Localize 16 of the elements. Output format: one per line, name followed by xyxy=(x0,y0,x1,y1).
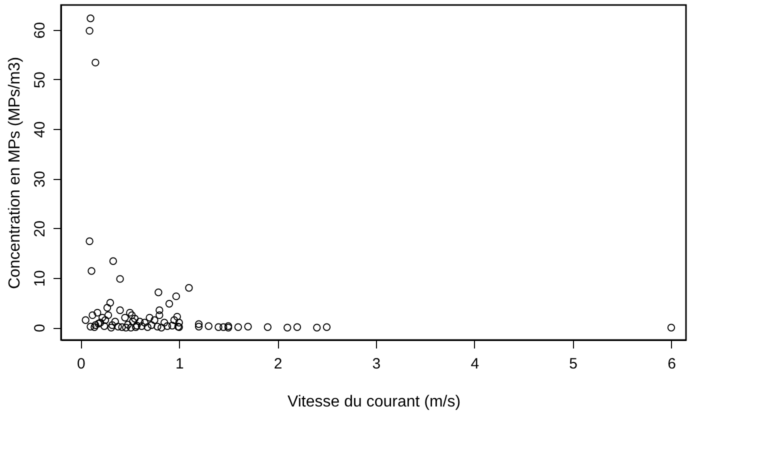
y-tick-label: 50 xyxy=(32,72,48,88)
y-tick-label: 60 xyxy=(32,22,48,39)
y-tick-label: 20 xyxy=(32,220,48,238)
x-tick-label: 6 xyxy=(668,356,676,372)
x-tick-label: 0 xyxy=(77,356,86,372)
x-tick-label: 5 xyxy=(569,356,578,372)
y-tick-label: 40 xyxy=(32,121,48,138)
x-tick-label: 2 xyxy=(274,356,282,372)
x-tick-label: 3 xyxy=(372,356,381,372)
y-tick-label: 30 xyxy=(32,170,48,188)
x-tick-label: 4 xyxy=(470,356,480,372)
x-axis-title: Vitesse du courant (m/s) xyxy=(287,394,461,410)
y-tick-label: 10 xyxy=(32,270,48,287)
x-tick-label: 1 xyxy=(175,356,184,372)
y-axis-title: Concentration en MPs (MPs/m3) xyxy=(6,56,24,290)
y-tick-label: 0 xyxy=(32,324,48,332)
